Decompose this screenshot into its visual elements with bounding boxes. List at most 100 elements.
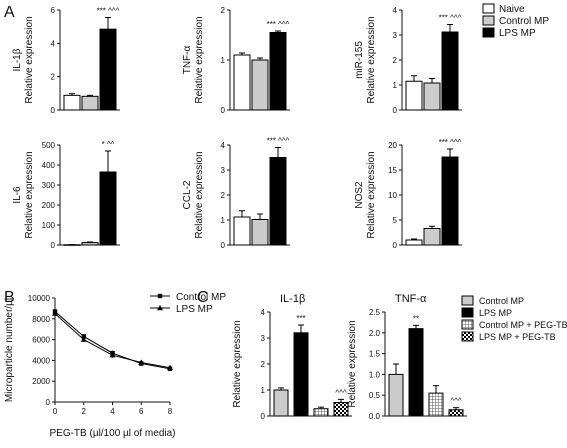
y-tick-label: 4 xyxy=(51,39,56,48)
significance-label: *** xyxy=(296,314,305,323)
y-tick-label: 4 xyxy=(261,308,266,317)
bar xyxy=(269,157,287,246)
legend-label: Control MP xyxy=(499,16,549,27)
y-axis-label-gene: NOS2 xyxy=(354,181,365,209)
significance-label: *** ^^^ xyxy=(439,138,462,147)
significance-label: ^^^ xyxy=(450,397,462,406)
legend-label: Control MP xyxy=(479,296,524,306)
bar xyxy=(441,156,459,246)
x-tick-label: 4 xyxy=(110,407,115,416)
legend-label: Naive xyxy=(499,4,525,15)
bar xyxy=(273,389,289,417)
significance-label: ** xyxy=(413,314,419,323)
significance-label: *** ^^^ xyxy=(267,137,290,146)
legend-c: Control MP LPS MP Control MP + PEG-TB LPS M… xyxy=(461,295,567,342)
y-tick-label: 0 xyxy=(221,106,226,115)
y-tick-label: 2000 xyxy=(32,377,50,386)
bar xyxy=(233,54,251,111)
panel-letter-c: C xyxy=(197,289,209,306)
chart-a-il6: 0 100 200 300 400 500 * ^^ IL-6 Relative express… xyxy=(12,140,120,250)
y-tick-label: 3 xyxy=(261,334,266,343)
y-tick-label: 2 xyxy=(261,360,266,369)
significance-label: *** ^^^ xyxy=(267,20,290,29)
legend-label: LPS MP + PEG-TB xyxy=(479,332,556,342)
y-tick-label: 15 xyxy=(388,166,397,175)
y-tick-label: 1 xyxy=(261,386,266,395)
legend-label: Control MP xyxy=(176,292,226,303)
bar xyxy=(448,409,464,417)
y-axis-label-gene: IL-1β xyxy=(12,48,23,71)
chart-a-ccl2: 0 1 2 3 4 *** ^^^ CCL-2 Relative expression xyxy=(182,137,290,250)
charts: 0 2 4 6 *** ^^^ IL-1β Relative expression 0 1 2 **… xyxy=(4,6,467,439)
bar xyxy=(81,95,99,111)
panel-letter-a: A xyxy=(4,4,15,21)
y-tick-label: 6 xyxy=(51,6,56,15)
y-tick-label: 0 xyxy=(261,412,266,421)
y-tick-label: 1.0 xyxy=(369,370,381,379)
y-tick-label: 10000 xyxy=(28,294,51,303)
bar xyxy=(99,28,117,111)
y-tick-label: 0 xyxy=(46,398,51,407)
significance-label: *** ^^^ xyxy=(439,14,462,23)
y-tick-label: 0 xyxy=(221,241,226,250)
chart-title: TNF-α xyxy=(395,293,427,305)
bar xyxy=(423,82,441,111)
y-tick-label: 3 xyxy=(393,31,398,40)
x-axis-label: PEG-TB (µl/100 µl of media) xyxy=(49,428,175,439)
y-axis-label: Microparticle number/µl xyxy=(4,298,15,402)
y-axis-label: Relative expression xyxy=(194,16,205,103)
y-tick-label: 1 xyxy=(221,216,226,225)
bar xyxy=(251,59,269,111)
y-tick-label: 0.5 xyxy=(369,391,381,400)
legend-swatch xyxy=(482,27,495,38)
y-tick-label: 5 xyxy=(393,216,398,225)
significance-label: ^^^ xyxy=(335,388,347,397)
legend-swatch xyxy=(482,3,495,14)
chart-c-il1b: 0 1 2 3 4 *** ^^^ Relative expression IL-1β xyxy=(232,293,352,421)
legend-swatch xyxy=(461,307,474,318)
y-axis-label: Relative expression xyxy=(232,320,243,407)
legend-swatch xyxy=(461,295,474,306)
chart-title: IL-1β xyxy=(280,293,305,305)
y-tick-label: 4000 xyxy=(32,356,50,365)
y-tick-label: 2 xyxy=(51,73,56,82)
legend-label: LPS MP xyxy=(499,28,536,39)
legend-label: Control MP + PEG-TB xyxy=(479,320,567,330)
bar xyxy=(441,31,459,111)
y-tick-label: 200 xyxy=(42,201,56,210)
y-tick-label: 1.5 xyxy=(369,350,381,359)
series-line-1 xyxy=(54,311,171,370)
chart-a-tnfa: 0 1 2 *** ^^^ TNF-α Relative expression xyxy=(182,6,290,115)
y-tick-label: 500 xyxy=(42,141,56,150)
series-line-2 xyxy=(54,313,171,369)
x-tick-label: 6 xyxy=(139,407,144,416)
y-tick-label: 0 xyxy=(51,106,56,115)
chart-a-mir155: 0 1 2 3 4 *** ^^^ miR-155 Relative expression xyxy=(354,6,462,115)
y-tick-label: 0.0 xyxy=(369,412,381,421)
y-axis-label: Relative expression xyxy=(194,151,205,238)
y-axis-label-gene: IL-6 xyxy=(12,186,23,204)
legend-swatch xyxy=(461,331,474,342)
y-axis-label-gene: CCL-2 xyxy=(182,180,193,209)
bar xyxy=(333,401,349,417)
y-tick-label: 4 xyxy=(393,6,398,15)
y-tick-label: 6000 xyxy=(32,336,50,345)
chart-a-il1b: 0 2 4 6 *** ^^^ IL-1β Relative expression xyxy=(12,6,120,115)
bar xyxy=(313,408,329,417)
chart-a-nos2: 0 5 10 15 20 *** ^^^ NOS2 Relative expression xyxy=(354,138,462,250)
y-axis-label: Relative expression xyxy=(347,320,358,407)
bar xyxy=(408,328,424,417)
bar xyxy=(269,32,287,111)
y-tick-label: 1 xyxy=(221,56,226,65)
y-tick-label: 0 xyxy=(393,106,398,115)
bar xyxy=(63,94,81,111)
y-axis-label: Relative expression xyxy=(366,16,377,103)
bar xyxy=(233,216,251,246)
x-tick-label: 0 xyxy=(53,407,58,416)
bar xyxy=(428,392,444,417)
bar xyxy=(99,171,117,246)
legend-marker xyxy=(157,305,163,311)
